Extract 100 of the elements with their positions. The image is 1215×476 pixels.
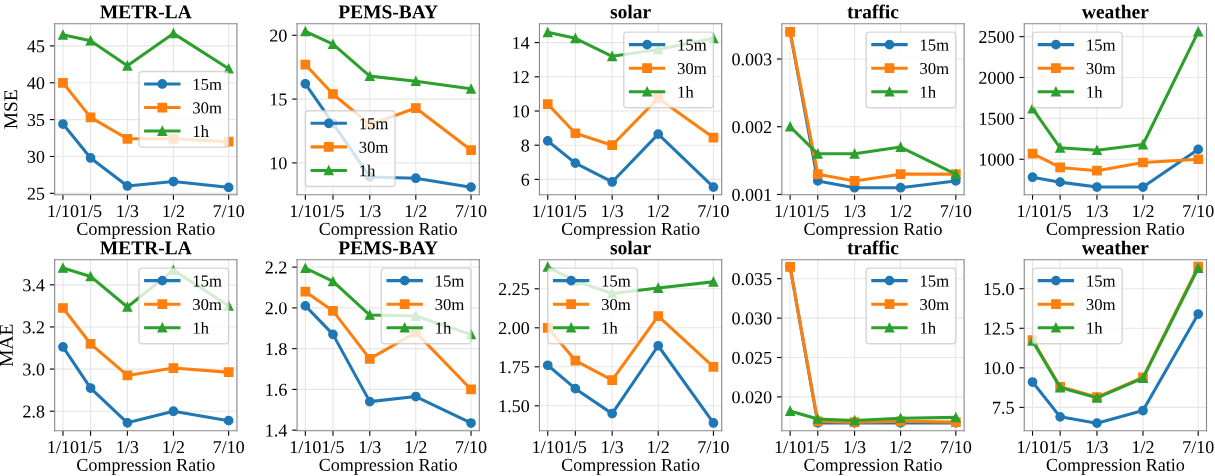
legend-label: 30m: [435, 298, 465, 311]
legend-label: 30m: [920, 298, 949, 311]
y-tick-label: 1.6: [266, 383, 287, 396]
y-tick-label: 40: [27, 77, 45, 90]
x-tick-label: 1/3: [1087, 441, 1108, 454]
y-tick-label: 0.030: [732, 312, 772, 325]
chart-title: PEMS-BAY: [338, 5, 438, 19]
x-tick-label: 1/5: [807, 441, 829, 454]
legend-label: 15m: [1087, 275, 1116, 287]
legend-label: 1h: [1087, 86, 1103, 98]
y-tick-label: 2.25: [498, 283, 530, 296]
x-tick-label: 1/10: [290, 205, 321, 218]
y-tick-label: 0.003: [732, 53, 772, 66]
y-tick-label: 15: [270, 93, 287, 106]
legend-label: 1h: [1087, 321, 1103, 334]
x-axis-title: Compression Ratio: [319, 222, 457, 239]
chart-title: METR-LA: [100, 241, 192, 255]
x-tick-label: 7/10: [456, 441, 487, 454]
legend-label: 1h: [436, 321, 452, 334]
x-tick-label: 1/10: [48, 205, 79, 218]
x-tick-label: 1/3: [602, 205, 623, 218]
legend-label: 15m: [920, 39, 949, 51]
y-tick-label: 30: [27, 150, 45, 163]
y-axis-title: MSE: [4, 90, 18, 129]
legend-label: 30m: [677, 62, 707, 75]
chart-title: solar: [610, 240, 651, 255]
x-tick-label: 1/2: [890, 205, 912, 218]
x-axis-title: Compression Ratio: [1046, 222, 1185, 239]
legend-label: 15m: [193, 275, 222, 287]
legend-label: 1h: [920, 321, 936, 334]
chart-title: solar: [610, 4, 651, 19]
x-tick-label: 1/10: [533, 205, 564, 218]
y-tick-label: 7.5: [993, 401, 1014, 414]
y-tick-label: 0.025: [732, 351, 772, 365]
y-tick-label: 0.020: [732, 391, 772, 404]
chart-title: weather: [1081, 4, 1149, 19]
x-tick-label: 7/10: [213, 205, 244, 218]
chart-title: weather: [1081, 240, 1149, 255]
y-tick-label: 2.8: [23, 405, 45, 418]
x-tick-label: 1/3: [602, 441, 623, 454]
legend-label: 30m: [193, 298, 222, 311]
x-axis-title: Compression Ratio: [319, 458, 457, 475]
y-tick-label: 25: [27, 187, 45, 200]
x-tick-label: 1/3: [1087, 205, 1108, 218]
legend-label: 30m: [1086, 298, 1116, 311]
x-axis-title: Compression Ratio: [804, 222, 942, 239]
x-tick-label: 1/2: [163, 441, 184, 454]
x-tick-label: 1/5: [323, 441, 344, 454]
y-tick-label: 10: [270, 157, 287, 170]
legend-label: 15m: [678, 39, 707, 51]
chart-title: METR-LA: [100, 5, 192, 19]
x-tick-label: 1/5: [80, 205, 102, 218]
x-tick-label: 1/2: [405, 205, 427, 218]
y-tick-label: 1.8: [266, 342, 287, 356]
x-tick-label: 7/10: [456, 205, 487, 218]
y-tick-label: 20: [270, 29, 287, 42]
x-tick-label: 1/2: [1133, 205, 1154, 218]
x-tick-label: 1/3: [117, 205, 139, 218]
x-tick-label: 1/3: [359, 205, 381, 218]
y-tick-label: 10: [513, 105, 530, 118]
legend-label: 1h: [602, 321, 618, 334]
legend-label: 15m: [1087, 39, 1116, 51]
x-tick-label: 7/10: [940, 205, 972, 218]
legend-label: 1h: [193, 125, 209, 137]
x-tick-label: 1/3: [844, 205, 866, 218]
y-tick-label: 1.75: [499, 361, 530, 374]
y-tick-label: 3.4: [23, 279, 45, 292]
legend-label: 1h: [678, 86, 694, 98]
y-tick-label: 1.50: [499, 400, 530, 413]
y-tick-label: 12: [513, 71, 529, 84]
y-tick-label: 35: [27, 113, 45, 127]
y-tick-label: 2.0: [265, 302, 287, 315]
x-tick-label: 1/3: [117, 441, 139, 454]
x-tick-label: 7/10: [1183, 441, 1214, 454]
y-tick-label: 10.0: [984, 362, 1014, 375]
x-tick-label: 1/10: [775, 441, 806, 454]
y-tick-label: 45: [27, 40, 45, 53]
x-tick-label: 1/10: [290, 441, 321, 454]
x-tick-label: 1/2: [648, 441, 669, 454]
x-tick-label: 1/5: [1050, 205, 1071, 218]
legend-label: 15m: [193, 78, 222, 90]
y-tick-label: 0.002: [732, 121, 772, 134]
x-tick-label: 1/5: [1050, 441, 1071, 454]
x-tick-label: 7/10: [698, 441, 729, 454]
legend-label: 1h: [920, 86, 936, 98]
x-tick-label: 1/2: [648, 205, 669, 218]
x-axis-title: Compression Ratio: [1046, 458, 1185, 475]
legend-label: 15m: [436, 275, 465, 287]
chart-title: traffic: [847, 240, 899, 255]
x-tick-label: 7/10: [1183, 205, 1214, 218]
y-tick-label: 8: [521, 139, 530, 152]
x-axis-title: Compression Ratio: [77, 222, 215, 239]
legend-label: 30m: [359, 141, 389, 153]
x-tick-label: 1/10: [1018, 205, 1048, 218]
x-tick-label: 1/5: [807, 205, 829, 218]
y-tick-label: 0.001: [732, 188, 772, 201]
y-tick-label: 6: [521, 173, 530, 186]
legend-label: 30m: [920, 62, 949, 75]
y-tick-label: 1000: [980, 153, 1014, 166]
x-tick-label: 1/2: [1133, 441, 1154, 454]
